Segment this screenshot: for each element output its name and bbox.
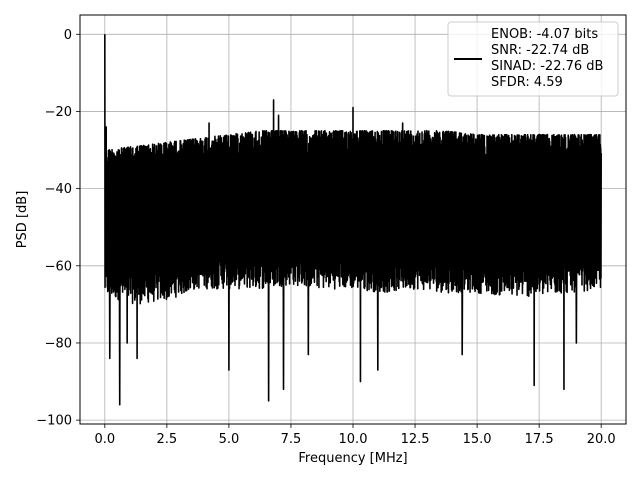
y-tick-label: −40 xyxy=(45,182,72,197)
x-tick-label: 17.5 xyxy=(525,432,554,447)
x-tick-label: 15.0 xyxy=(463,432,492,447)
legend-box xyxy=(447,21,619,97)
legend-sinad: SINAD: -22.76 dB xyxy=(491,59,603,74)
legend-sfdr: SFDR: 4.59 xyxy=(491,75,563,90)
x-tick-label: 5.0 xyxy=(219,432,240,447)
y-tick-label: 0 xyxy=(64,28,72,43)
legend: ENOB: -4.07 bits SNR: -22.74 dB SINAD: -… xyxy=(447,21,619,97)
y-tick-label: −20 xyxy=(45,105,72,120)
y-axis-label: PSD [dB] xyxy=(15,191,30,249)
x-axis-ticks: 0.0 2.5 5.0 7.5 10.0 12.5 15.0 17.5 20.0 xyxy=(94,424,616,447)
x-tick-label: 12.5 xyxy=(401,432,430,447)
x-tick-label: 2.5 xyxy=(157,432,178,447)
y-tick-label: −100 xyxy=(36,414,72,429)
x-axis-label: Frequency [MHz] xyxy=(298,451,407,466)
y-tick-label: −80 xyxy=(45,336,72,351)
x-tick-label: 0.0 xyxy=(94,432,115,447)
psd-line xyxy=(104,34,602,406)
y-tick-label: −60 xyxy=(45,259,72,274)
legend-snr: SNR: -22.74 dB xyxy=(491,43,589,58)
x-tick-label: 10.0 xyxy=(339,432,368,447)
legend-enob: ENOB: -4.07 bits xyxy=(491,27,598,42)
x-tick-label: 7.5 xyxy=(281,432,302,447)
y-axis-ticks: 0 −20 −40 −60 −80 −100 xyxy=(36,28,80,429)
psd-series xyxy=(104,34,602,406)
x-tick-label: 20.0 xyxy=(587,432,616,447)
